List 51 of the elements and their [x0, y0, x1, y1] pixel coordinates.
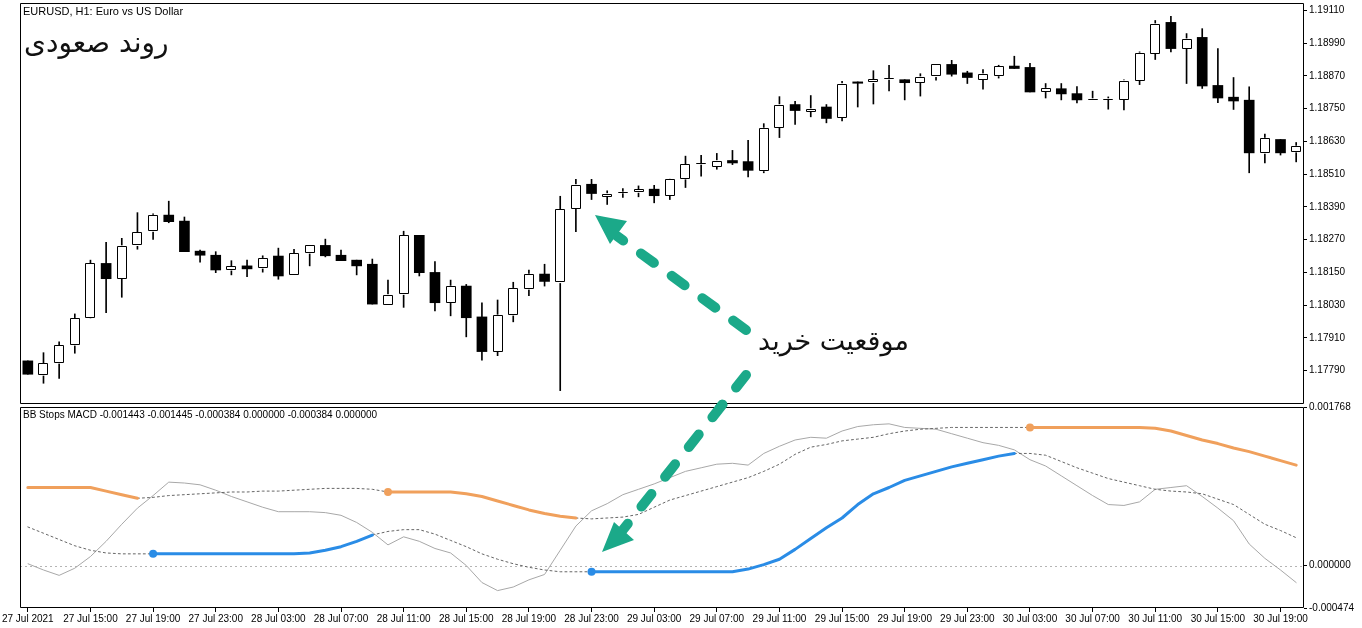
- x-tick-label: 29 Jul 23:00: [940, 612, 996, 624]
- x-tick-label: 30 Jul 19:00: [1253, 612, 1309, 624]
- y-tick-label: -0.000474: [1309, 601, 1355, 613]
- x-tick-label: 27 Jul 15:00: [63, 612, 119, 624]
- candlestick: [1212, 48, 1224, 103]
- candlestick: [100, 242, 112, 313]
- chart-title: BB Stops MACD -0.001443 -0.001445 -0.000384 0.000000 -0.000384 0.000000: [23, 408, 378, 420]
- candlestick: [805, 95, 817, 118]
- x-tick-label: 30 Jul 03:00: [1002, 612, 1058, 624]
- y-tick-label: 1.18510: [1309, 167, 1346, 179]
- annotation: روند صعودی: [24, 26, 169, 60]
- x-tick-label: 28 Jul 15:00: [439, 612, 494, 624]
- x-tick-label: 27 Jul 23:00: [188, 612, 244, 624]
- y-tick-label: 1.18030: [1309, 298, 1346, 310]
- x-tick-label: 28 Jul 07:00: [313, 612, 369, 624]
- candlestick: [601, 190, 613, 205]
- x-tick-label: 29 Jul 11:00: [752, 612, 807, 624]
- candlestick: [899, 79, 911, 101]
- point: [1025, 423, 1034, 432]
- y-tick-label: 1.18270: [1309, 233, 1346, 245]
- x-tick-label: 28 Jul 19:00: [501, 612, 557, 624]
- candlestick: [852, 81, 864, 108]
- x-tick-label: 29 Jul 15:00: [814, 612, 870, 624]
- y-tick-label: 0.001768: [1309, 400, 1352, 412]
- x-tick-label: 29 Jul 19:00: [877, 612, 933, 624]
- point: [149, 549, 158, 558]
- x-tick-label: 28 Jul 03:00: [251, 612, 307, 624]
- y-tick-label: 1.18990: [1309, 36, 1346, 48]
- point: [587, 567, 596, 576]
- annotation: موقعیت خرید: [758, 324, 909, 357]
- chart-title: EURUSD, H1: Euro vs US Dollar: [23, 4, 184, 17]
- y-tick-label: 1.18150: [1309, 266, 1346, 278]
- x-tick-label: 29 Jul 03:00: [626, 612, 682, 624]
- y-tick-label: 1.17790: [1309, 364, 1346, 376]
- x-tick-label: 29 Jul 07:00: [689, 612, 745, 624]
- x-tick-label: 30 Jul 11:00: [1128, 612, 1183, 624]
- x-tick-label: 30 Jul 15:00: [1190, 612, 1246, 624]
- y-tick-label: 1.18750: [1309, 102, 1346, 114]
- y-tick-label: 1.18630: [1309, 135, 1346, 147]
- y-tick-label: 1.17910: [1309, 331, 1346, 343]
- x-tick-label: 30 Jul 07:00: [1065, 612, 1121, 624]
- x-tick-label: 27 Jul 2021: [1, 612, 55, 624]
- y-tick-label: 1.18390: [1309, 200, 1346, 212]
- y-tick-label: 1.19110: [1309, 4, 1345, 16]
- y-tick-label: 0.000000: [1309, 559, 1352, 571]
- point: [383, 487, 392, 496]
- x-tick-label: 28 Jul 11:00: [376, 612, 431, 624]
- x-tick-label: 28 Jul 23:00: [564, 612, 620, 624]
- y-tick-label: 1.18870: [1309, 69, 1346, 81]
- candlestick: [1008, 55, 1020, 69]
- x-tick-label: 27 Jul 19:00: [125, 612, 181, 624]
